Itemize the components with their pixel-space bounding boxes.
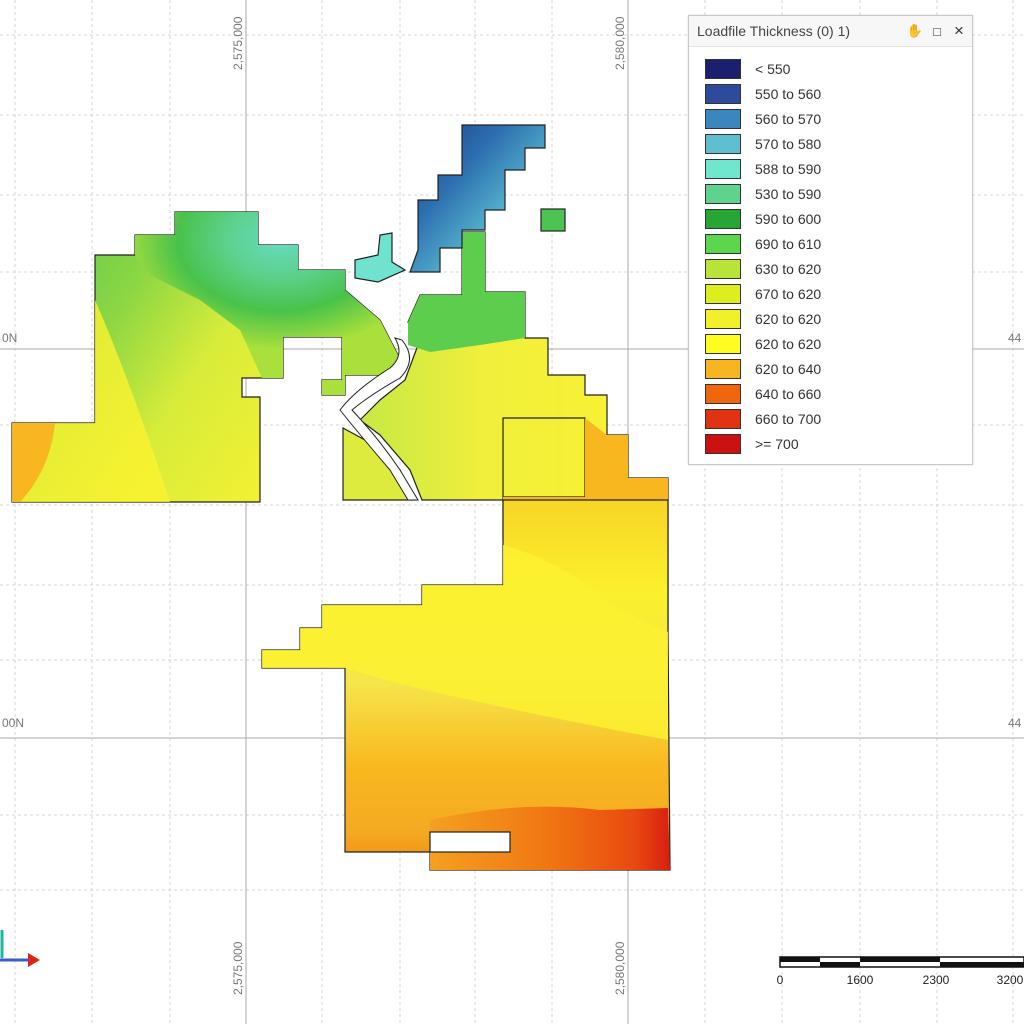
hole-lower [429,831,511,853]
legend-item: >= 700 [705,433,799,455]
legend-label: 640 to 660 [755,386,822,402]
legend-item: 560 to 570 [705,108,821,130]
thickness-surface[interactable] [11,124,671,871]
legend-label: 620 to 620 [755,336,822,352]
grid-label-bottom-right: 2,580,000 [613,941,627,995]
region-teal-islet [354,232,407,283]
legend-item: 640 to 660 [705,383,821,405]
legend-item: 620 to 620 [705,308,821,330]
legend-label: 588 to 590 [755,161,822,177]
legend-swatch [705,259,741,279]
grid-label-right-upper: 44 [1008,331,1022,345]
legend-swatch [705,159,741,179]
legend-swatch [705,184,741,204]
legend-item: 690 to 610 [705,233,821,255]
region-lower-yellow [262,545,668,740]
legend-label: < 550 [755,61,791,77]
legend-swatch [705,234,741,254]
axis-indicator [0,930,40,967]
region-left-yellow [20,300,170,502]
legend-title: Loadfile Thickness (0) 1) [697,23,851,39]
grid-label-left-upper: 0N [2,331,18,345]
grid-label-top-left: 2,575,000 [231,16,245,70]
region-lower-red [430,806,670,870]
legend-item: 620 to 640 [705,358,821,380]
legend-item: 570 to 580 [705,133,821,155]
legend-swatch [705,109,741,129]
legend-item: 550 to 560 [705,83,821,105]
legend-swatch [705,309,741,329]
legend-swatch [705,359,741,379]
grid-label-bottom-left: 2,575,000 [231,941,245,995]
legend-label: 550 to 560 [755,86,822,102]
legend-item: 630 to 620 [705,258,821,280]
legend-label: 630 to 620 [755,261,822,277]
legend-label: 570 to 580 [755,136,822,152]
grid-label-left-lower: 00N [2,716,25,730]
legend-header[interactable]: Loadfile Thickness (0) 1) ✋ □ × [689,16,972,47]
region-blue-arm [409,124,546,273]
river-channel [339,337,419,501]
scale-label-1: 1600 [846,973,874,987]
region-left-orange [12,423,55,502]
maximize-icon[interactable]: □ [933,23,941,39]
legend-item: 670 to 620 [705,283,821,305]
legend-label: 690 to 610 [755,236,822,252]
legend-label: 530 to 590 [755,186,822,202]
scale-bar: 0 1600 2300 3200 [776,955,1024,995]
legend-swatch [705,334,741,354]
legend-panel[interactable]: Loadfile Thickness (0) 1) ✋ □ × < 550 550… [688,15,973,465]
region-green-square [540,208,566,232]
legend-item: 590 to 600 [705,208,821,230]
legend-label: 660 to 700 [755,411,822,427]
scale-label-3: 3200 [996,973,1024,987]
legend-swatch [705,209,741,229]
legend-item: 588 to 590 [705,158,821,180]
legend-item: 530 to 590 [705,183,821,205]
grid-label-right-lower: 44 [1008,716,1022,730]
legend-swatch [705,384,741,404]
region-middle-green [408,232,525,352]
region-upper-green [135,212,398,395]
legend-swatch [705,409,741,429]
legend-label: 560 to 570 [755,111,822,127]
legend-swatch [705,84,741,104]
legend-label: >= 700 [755,436,799,452]
legend-label: 620 to 620 [755,311,822,327]
legend-swatch [705,434,741,454]
legend-swatch [705,134,741,154]
legend-label: 620 to 640 [755,361,822,377]
scale-label-2: 2300 [922,973,950,987]
scale-label-0: 0 [776,973,784,987]
close-icon[interactable]: × [954,21,964,40]
legend-label: 590 to 600 [755,211,822,227]
legend-swatch [705,284,741,304]
legend-label: 670 to 620 [755,286,822,302]
legend-item: < 550 [705,58,790,80]
grid-label-top-right: 2,580,000 [613,16,627,70]
legend-item: 620 to 620 [705,333,821,355]
legend-swatch [705,59,741,79]
legend-item: 660 to 700 [705,408,821,430]
pin-icon[interactable]: ✋ [906,23,924,38]
